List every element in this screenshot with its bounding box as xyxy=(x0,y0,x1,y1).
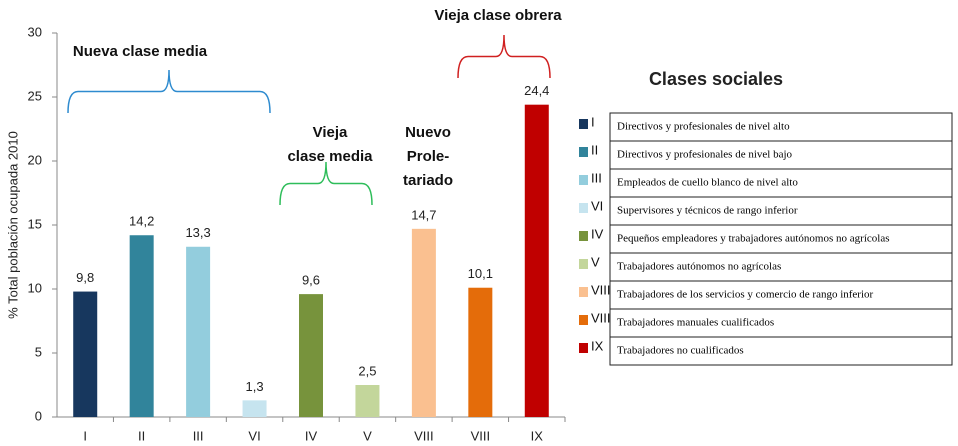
bar xyxy=(129,235,154,417)
legend-row xyxy=(609,336,953,366)
value-label: 13,3 xyxy=(185,225,210,240)
legend-swatch xyxy=(579,315,588,325)
bar xyxy=(411,228,436,417)
bar xyxy=(355,385,380,417)
x-tick-label: II xyxy=(138,428,145,443)
bar xyxy=(299,294,323,417)
annotation: tariado xyxy=(403,172,453,189)
legend-swatch xyxy=(579,259,588,269)
y-tick-label: 5 xyxy=(35,344,42,359)
value-label: 14,2 xyxy=(129,214,154,229)
legend-label: Empleados de cuello blanco de nivel alto xyxy=(617,177,798,189)
annotation: Nueva clase media xyxy=(73,43,208,60)
x-tick-label: VI xyxy=(248,428,260,443)
legend-key: IX xyxy=(591,338,604,353)
y-tick-label: 0 xyxy=(35,408,42,423)
legend-key: VIII xyxy=(591,282,611,297)
legend-label: Supervisores y técnicos de rango inferio… xyxy=(617,205,798,217)
x-tick-label: VIII xyxy=(414,428,434,443)
legend-swatch xyxy=(579,175,588,185)
legend-label: Trabajadores de los servicios y comercio… xyxy=(617,289,874,301)
annotation: Nuevo xyxy=(405,124,451,141)
value-label: 9,8 xyxy=(76,270,94,285)
legend-label: Pequeños empleadores y trabajadores autó… xyxy=(617,233,889,245)
x-tick-label: VIII xyxy=(471,428,491,443)
legend-swatch xyxy=(579,231,588,241)
annotation: Prole- xyxy=(407,148,450,165)
legend-label: Trabajadores autónomos no agrícolas xyxy=(617,261,781,273)
x-tick-label: III xyxy=(193,428,204,443)
bar xyxy=(186,246,211,417)
x-tick-label: IV xyxy=(305,428,318,443)
legend-key: VI xyxy=(591,198,603,213)
bar xyxy=(524,104,549,418)
annotation: Vieja xyxy=(313,124,348,141)
legend-swatch xyxy=(579,343,588,353)
legend-key: II xyxy=(591,142,598,157)
value-label: 10,1 xyxy=(468,266,493,281)
bar xyxy=(468,287,493,417)
value-label: 14,7 xyxy=(411,207,436,222)
legend-swatch xyxy=(579,287,588,297)
legend-key: VIII xyxy=(591,310,611,325)
annotation: clase media xyxy=(287,148,373,165)
legend-label: Trabajadores manuales cualificados xyxy=(617,317,774,329)
y-tick-label: 20 xyxy=(28,152,42,167)
y-axis-label: % Total población ocupada 2010 xyxy=(5,131,20,319)
brace xyxy=(457,34,551,79)
brace xyxy=(279,161,373,206)
legend-label: Directivos y profesionales de nivel bajo xyxy=(617,149,793,161)
value-label: 2,5 xyxy=(358,363,376,378)
legend-title: Clases sociales xyxy=(649,69,783,89)
y-tick-label: 15 xyxy=(28,216,42,231)
legend-key: IV xyxy=(591,226,604,241)
legend-swatch xyxy=(579,147,588,157)
value-label: 9,6 xyxy=(302,273,320,288)
brace xyxy=(67,69,271,114)
legend-label: Trabajadores no cualificados xyxy=(617,345,744,357)
y-tick-label: 10 xyxy=(28,280,42,295)
x-tick-label: I xyxy=(83,428,87,443)
bar xyxy=(73,291,98,417)
y-tick-label: 25 xyxy=(28,88,42,103)
legend-key: I xyxy=(591,114,595,129)
x-tick-label: V xyxy=(363,428,372,443)
x-tick-label: IX xyxy=(531,428,544,443)
legend-swatch xyxy=(579,119,588,129)
y-tick-label: 30 xyxy=(28,24,42,39)
legend-swatch xyxy=(579,203,588,213)
value-label: 24,4 xyxy=(524,83,549,98)
legend-key: V xyxy=(591,254,600,269)
legend-label: Directivos y profesionales de nivel alto xyxy=(617,121,790,133)
value-label: 1,3 xyxy=(246,379,264,394)
annotation: Vieja clase obrera xyxy=(434,7,562,24)
legend-key: III xyxy=(591,170,602,185)
bar xyxy=(242,400,267,417)
